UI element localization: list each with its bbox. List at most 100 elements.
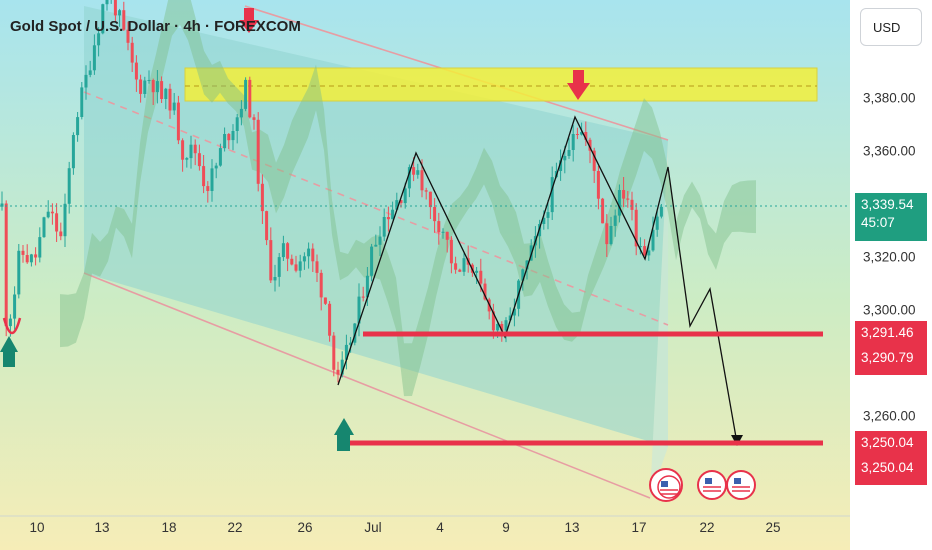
candle xyxy=(130,36,134,72)
candle-body xyxy=(172,102,176,111)
candle-body xyxy=(361,296,365,298)
candle xyxy=(344,334,348,370)
candle-body xyxy=(97,33,101,46)
candle-body xyxy=(239,108,243,118)
candle-body xyxy=(659,206,663,217)
x-tick-label: 18 xyxy=(161,520,177,535)
candle xyxy=(328,301,332,342)
candle xyxy=(416,163,420,179)
candle-body xyxy=(185,158,189,160)
y-tick-label: 3,360.00 xyxy=(863,143,916,159)
candle xyxy=(504,317,508,343)
us-flag-icon[interactable] xyxy=(726,470,756,500)
candle-body xyxy=(13,294,17,319)
candle xyxy=(218,143,222,167)
candle xyxy=(273,264,277,292)
candle xyxy=(4,200,8,337)
candle-body xyxy=(143,80,147,94)
x-tick-label: 25 xyxy=(765,520,781,535)
currency-button[interactable]: USD xyxy=(860,8,922,46)
candlesticks xyxy=(0,0,663,383)
x-tick-label: 13 xyxy=(564,520,580,535)
target-price-tag[interactable]: 3,250.04 3,250.04 xyxy=(855,431,927,485)
candle-body xyxy=(655,216,659,230)
candle xyxy=(546,199,550,230)
candle xyxy=(281,235,285,261)
candle xyxy=(46,200,50,219)
candle xyxy=(382,208,386,242)
candle-body xyxy=(638,246,642,248)
candle xyxy=(176,95,180,145)
candle xyxy=(21,245,25,263)
candle xyxy=(441,228,445,239)
candle-body xyxy=(441,231,445,233)
candle-body xyxy=(340,359,344,375)
candle-body xyxy=(34,254,38,258)
candle xyxy=(596,166,600,210)
us-flag-icon[interactable] xyxy=(697,470,727,500)
candle-body xyxy=(605,223,609,245)
candle-body xyxy=(118,10,122,16)
candle xyxy=(290,254,294,266)
candle xyxy=(80,82,84,120)
candle xyxy=(302,252,306,270)
candle xyxy=(588,137,592,164)
cloud-area xyxy=(60,0,756,397)
neckline-price-tag[interactable]: 3,291.46 3,290.79 xyxy=(855,321,927,375)
us-flag-icon[interactable] xyxy=(649,468,683,502)
candle-body xyxy=(613,215,617,226)
candle-body xyxy=(8,318,12,327)
candle xyxy=(0,191,4,211)
candle-body xyxy=(508,315,512,321)
candle xyxy=(462,252,466,276)
candle xyxy=(567,137,571,159)
candle xyxy=(613,209,617,237)
candle xyxy=(122,1,126,31)
candle xyxy=(143,76,147,98)
candle xyxy=(231,124,235,151)
candle-body xyxy=(424,190,428,192)
candle xyxy=(92,34,96,75)
candle xyxy=(311,243,315,272)
candle xyxy=(38,227,42,263)
candle-body xyxy=(609,226,613,245)
candle-body xyxy=(542,217,546,224)
candle xyxy=(634,203,638,256)
candle-body xyxy=(307,248,311,257)
candle-body xyxy=(458,269,462,272)
candle xyxy=(298,254,302,278)
candle-body xyxy=(101,4,105,34)
candle xyxy=(248,76,252,119)
candle xyxy=(113,0,117,22)
candle-body xyxy=(512,308,516,316)
candle-body xyxy=(592,150,596,171)
candle xyxy=(395,192,399,210)
candle-body xyxy=(92,45,96,71)
candle-body xyxy=(29,254,33,263)
candle xyxy=(59,222,63,241)
candle xyxy=(50,203,54,225)
candle-body xyxy=(365,275,369,298)
x-tick-label: 9 xyxy=(502,520,510,535)
candle-body xyxy=(311,248,315,262)
candle xyxy=(386,206,390,232)
candle xyxy=(71,132,75,175)
chart-title: Gold Spot / U.S. Dollar · 4h · FOREXCOM xyxy=(10,18,301,35)
candle-body xyxy=(525,260,529,270)
candle xyxy=(227,133,231,150)
candle xyxy=(550,166,554,220)
candle xyxy=(210,159,214,202)
candle xyxy=(647,243,651,261)
candle xyxy=(256,112,260,192)
arrow-down-icon xyxy=(239,8,259,33)
last-price-tag[interactable]: 3,339.54 45:07 xyxy=(855,193,927,241)
x-tick-label: 4 xyxy=(436,520,444,535)
candle-body xyxy=(416,170,420,175)
candle xyxy=(609,216,613,246)
candle xyxy=(172,93,176,115)
candle-body xyxy=(630,199,634,210)
candle-body xyxy=(55,213,59,232)
candle-body xyxy=(412,167,416,175)
